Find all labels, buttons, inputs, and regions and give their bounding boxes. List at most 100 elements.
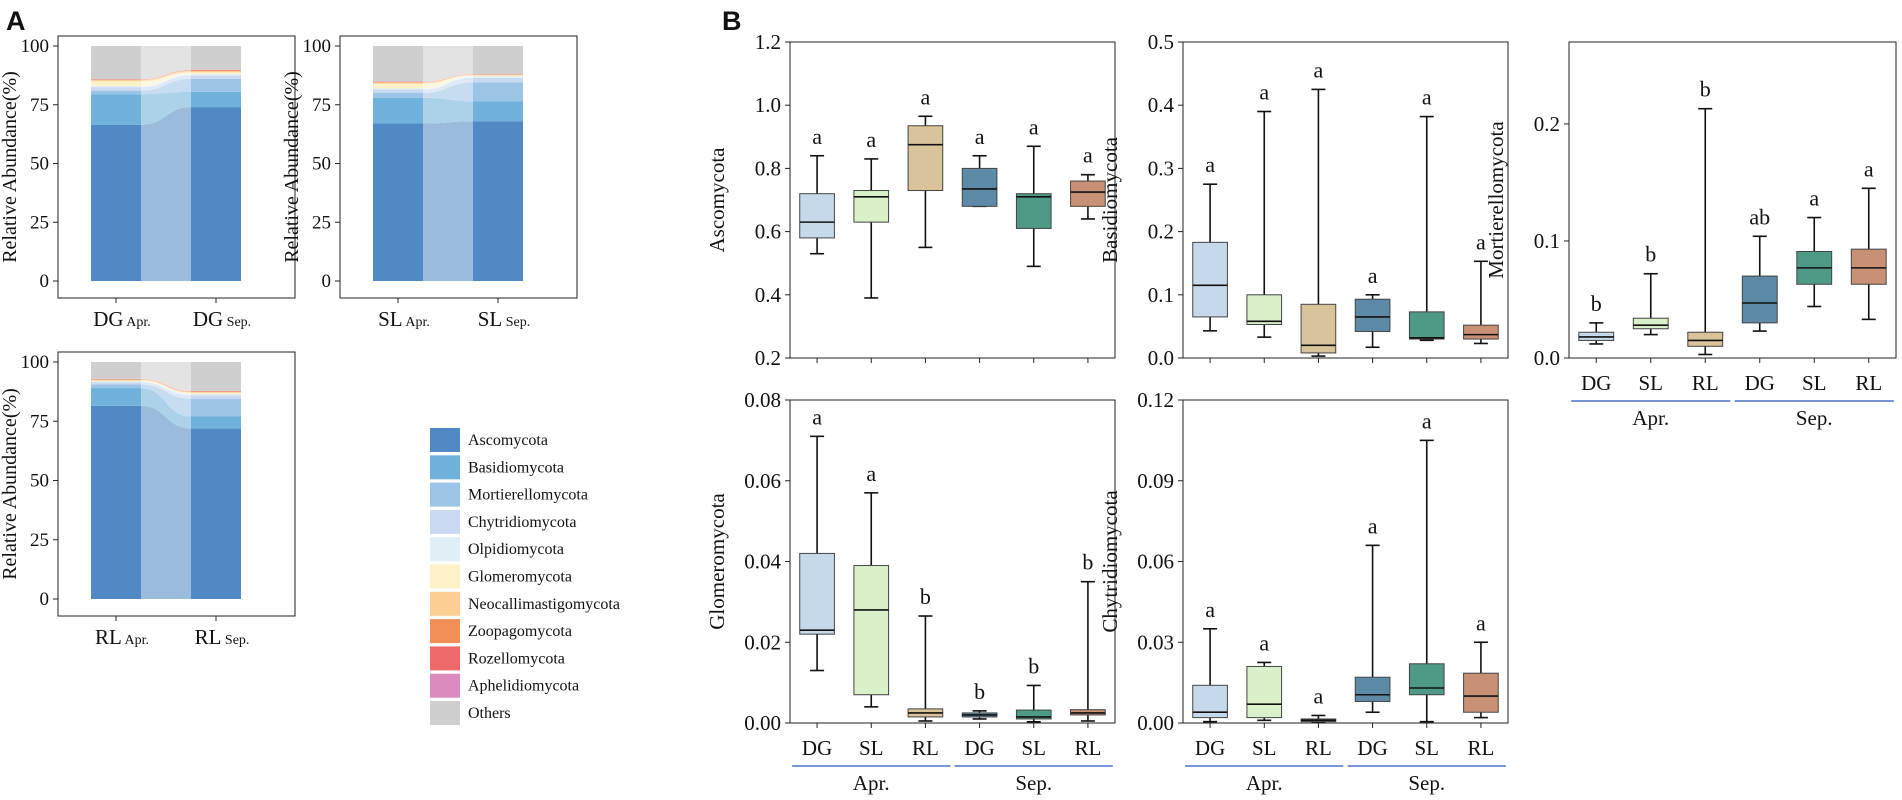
flow-olpidiomycota bbox=[423, 76, 473, 90]
bar-segment-ascomycota-apr bbox=[373, 123, 423, 281]
iqr-box bbox=[1354, 676, 1391, 702]
flow-ascomycota bbox=[141, 405, 191, 599]
box-rl-2: a bbox=[907, 84, 944, 249]
y-tick-label: 0.3 bbox=[1148, 156, 1174, 180]
bar-segment-basidiomycota-apr bbox=[91, 388, 141, 406]
plot-frame bbox=[57, 351, 296, 617]
significance-letter: b bbox=[1645, 242, 1656, 267]
bar-segment-basidiomycota-sep bbox=[191, 91, 241, 108]
flow-olpidiomycota bbox=[141, 74, 191, 88]
y-axis-label: Chytridiomycota bbox=[1098, 490, 1122, 633]
iqr-box bbox=[907, 125, 944, 192]
bar-segment-ascomycota-apr bbox=[91, 405, 141, 599]
significance-letter: a bbox=[1422, 408, 1432, 433]
y-tick-label: 25 bbox=[30, 530, 49, 551]
legend-label-neocallimastigomycota: Neocallimastigomycota bbox=[468, 596, 620, 613]
box-sl-4: a bbox=[1015, 114, 1052, 268]
significance-letter: ab bbox=[1749, 204, 1770, 229]
iqr-box bbox=[1408, 311, 1445, 340]
x-tick-label: RL Apr. bbox=[95, 625, 149, 649]
bar-segment-basidiomycota-apr bbox=[91, 94, 141, 125]
x-tick-label: DG bbox=[1195, 736, 1225, 760]
y-tick-label: 100 bbox=[21, 36, 50, 57]
flow-ascomycota bbox=[141, 107, 191, 281]
significance-letter: a bbox=[1864, 156, 1874, 181]
x-label-sub: Sep. bbox=[221, 633, 249, 648]
x-tick-label: DG bbox=[802, 736, 832, 760]
x-tick-label: RL bbox=[912, 736, 939, 760]
significance-letter: b bbox=[920, 584, 931, 609]
x-label-sub: Sep. bbox=[502, 315, 530, 330]
bar-segment-mortierellomycota-sep bbox=[473, 82, 523, 102]
significance-letter: a bbox=[1314, 683, 1324, 708]
bar-segment-chytridiomycota-sep bbox=[191, 75, 241, 79]
y-tick-label: 0.06 bbox=[744, 469, 781, 493]
flow-olpidiomycota bbox=[141, 381, 191, 396]
y-tick-label: 50 bbox=[30, 471, 49, 492]
y-tick-label: 0.00 bbox=[1137, 711, 1174, 735]
box-dg-0: b bbox=[1578, 291, 1615, 345]
y-tick-label: 0.08 bbox=[744, 388, 781, 412]
bar-segment-glomeromycota-apr bbox=[91, 380, 141, 382]
plot-frame bbox=[789, 399, 1116, 724]
y-tick-label: 0.6 bbox=[755, 220, 781, 244]
iqr-box bbox=[961, 167, 998, 207]
y-tick-label: 0.4 bbox=[1148, 93, 1175, 117]
y-axis-label: Ascomycota bbox=[705, 147, 729, 253]
box-rl-2: b bbox=[907, 584, 944, 722]
legend-swatch-zoopagomycota bbox=[430, 619, 460, 644]
flow-mortierellomycota bbox=[141, 384, 191, 417]
bar-segment-mortierellomycota-apr bbox=[373, 93, 423, 98]
box-rl-5: a bbox=[1070, 143, 1106, 220]
x-tick-label: DG bbox=[964, 736, 994, 760]
box-sl-1: a bbox=[1246, 80, 1283, 338]
significance-letter: b bbox=[1082, 550, 1093, 575]
significance-letter: a bbox=[1368, 513, 1378, 538]
bar-segment-neocallimastigomycota-apr bbox=[91, 80, 141, 82]
y-tick-label: 75 bbox=[30, 95, 49, 116]
y-tick-label: 0.2 bbox=[1534, 112, 1560, 136]
box-dg-0: a bbox=[1192, 597, 1228, 723]
y-tick-label: 0.12 bbox=[1137, 388, 1174, 412]
box-sl-1: b bbox=[1632, 242, 1669, 336]
bar-segment-chytridiomycota-sep bbox=[473, 77, 523, 83]
significance-letter: b bbox=[1028, 653, 1039, 678]
bar-segment-ascomycota-apr bbox=[91, 124, 141, 281]
y-tick-label: 75 bbox=[312, 95, 331, 116]
legend-swatch-neocallimastigomycota bbox=[430, 591, 460, 616]
group-label: Apr. bbox=[853, 771, 890, 795]
flow-others bbox=[141, 46, 191, 80]
significance-letter: b bbox=[1591, 291, 1602, 316]
y-tick-label: 1.0 bbox=[755, 93, 781, 117]
x-label-sub: Sep. bbox=[223, 315, 251, 330]
flow-neocallimastigomycota bbox=[141, 71, 191, 82]
bar-segment-basidiomycota-apr bbox=[373, 97, 423, 124]
flow-neocallimastigomycota bbox=[141, 379, 191, 393]
box-sl-1: a bbox=[853, 461, 890, 708]
significance-letter: a bbox=[1809, 186, 1819, 211]
box-rl-5: a bbox=[1463, 229, 1499, 345]
panel-a-letter: A bbox=[6, 6, 26, 36]
x-tick-label: RL bbox=[1855, 371, 1882, 395]
box-rl-2: b bbox=[1687, 77, 1724, 356]
y-tick-label: 50 bbox=[30, 154, 49, 175]
y-tick-label: 0 bbox=[322, 271, 332, 292]
plot-frame bbox=[339, 35, 578, 299]
bar-segment-ascomycota-sep bbox=[473, 121, 523, 281]
x-tick-label: SL bbox=[1252, 736, 1277, 760]
y-tick-label: 75 bbox=[30, 411, 49, 432]
x-tick-label: DG bbox=[1581, 371, 1611, 395]
x-tick-label: SL bbox=[1414, 736, 1439, 760]
bar-segment-glomeromycota-sep bbox=[473, 75, 523, 77]
x-tick-label: SL Apr. bbox=[378, 307, 430, 331]
bar-segment-glomeromycota-sep bbox=[191, 72, 241, 75]
bar-segment-olpidiomycota-apr bbox=[91, 85, 141, 88]
iqr-box bbox=[853, 565, 890, 696]
x-tick-label: SL bbox=[1021, 736, 1046, 760]
significance-letter: a bbox=[1368, 263, 1378, 288]
legend-swatch-chytridiomycota bbox=[430, 509, 460, 534]
